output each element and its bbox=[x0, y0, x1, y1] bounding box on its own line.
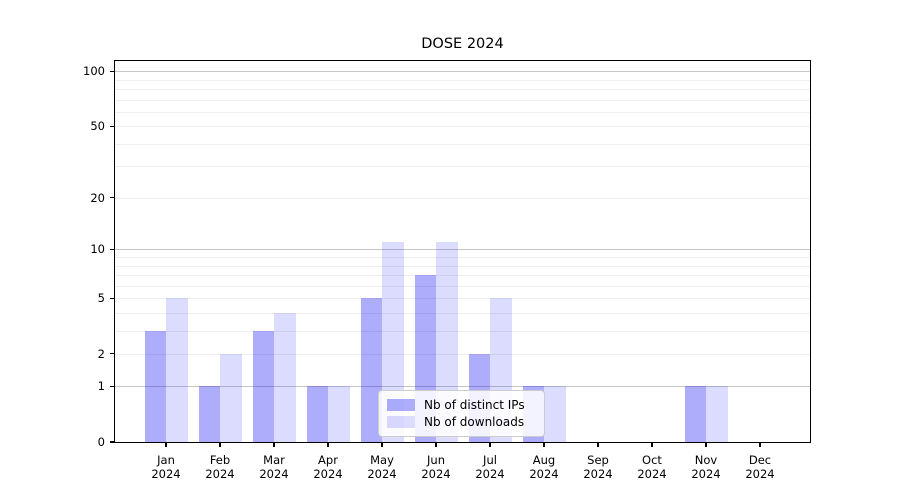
bar-nb-of-distinct-ips-nov bbox=[684, 386, 706, 442]
x-tick-label-apr: Apr 2024 bbox=[313, 453, 343, 481]
bar-nb-of-distinct-ips-jan bbox=[144, 330, 166, 442]
x-tick-mark-sep bbox=[597, 443, 599, 447]
bar-nb-of-downloads-mar bbox=[274, 312, 296, 442]
legend: Nb of distinct IPs Nb of downloads bbox=[378, 390, 545, 437]
legend-label-distinct-ips: Nb of distinct IPs bbox=[424, 397, 525, 412]
bar-nb-of-downloads-apr bbox=[328, 386, 350, 442]
bar-nb-of-distinct-ips-mar bbox=[252, 330, 274, 442]
bar-nb-of-downloads-jan bbox=[166, 298, 188, 442]
legend-swatch-downloads bbox=[387, 416, 415, 429]
x-tick-mark-jul bbox=[489, 443, 491, 447]
gridline-minor-2 bbox=[115, 353, 810, 355]
y-tick-label-0: 0 bbox=[97, 435, 105, 449]
gridline-minor-7 bbox=[115, 275, 810, 277]
x-tick-label-mar: Mar 2024 bbox=[259, 453, 289, 481]
gridline-minor-9 bbox=[115, 257, 810, 259]
bar-nb-of-distinct-ips-feb bbox=[198, 386, 220, 442]
gridline-minor-50 bbox=[115, 126, 810, 128]
gridline-minor-6 bbox=[115, 285, 810, 287]
y-tick-label-100: 100 bbox=[83, 64, 105, 79]
x-tick-mark-may bbox=[381, 443, 383, 447]
gridline-minor-30 bbox=[115, 166, 810, 168]
chart-title: DOSE 2024 bbox=[421, 36, 504, 52]
legend-label-downloads: Nb of downloads bbox=[424, 415, 525, 430]
y-tick-mark-50 bbox=[110, 125, 114, 127]
gridline-minor-8 bbox=[115, 265, 810, 267]
y-tick-label-10: 10 bbox=[90, 242, 105, 257]
x-tick-label-may: May 2024 bbox=[367, 453, 397, 481]
gridline-minor-20 bbox=[115, 197, 810, 199]
y-tick-mark-10 bbox=[110, 248, 114, 251]
y-tick-label-2: 2 bbox=[97, 346, 105, 361]
y-tick-mark-0 bbox=[110, 441, 114, 443]
bar-nb-of-downloads-nov bbox=[706, 386, 728, 442]
x-tick-mark-dec bbox=[759, 443, 761, 447]
x-tick-mark-aug bbox=[543, 443, 545, 447]
x-tick-label-jan: Jan 2024 bbox=[151, 453, 181, 481]
legend-item-distinct-ips: Nb of distinct IPs bbox=[387, 396, 535, 413]
gridline-minor-80 bbox=[115, 89, 810, 91]
gridline-minor-3 bbox=[115, 330, 810, 332]
gridline-minor-4 bbox=[115, 312, 810, 314]
bar-nb-of-distinct-ips-apr bbox=[306, 386, 328, 442]
plot-area: Nb of distinct IPs Nb of downloads bbox=[114, 60, 811, 443]
x-tick-label-jun: Jun 2024 bbox=[421, 453, 451, 481]
x-tick-label-oct: Oct 2024 bbox=[637, 453, 667, 481]
x-tick-mark-jan bbox=[165, 443, 167, 447]
y-tick-mark-20 bbox=[110, 196, 114, 199]
legend-swatch-distinct-ips bbox=[387, 398, 415, 411]
y-tick-mark-5 bbox=[110, 297, 114, 299]
x-tick-label-sep: Sep 2024 bbox=[583, 453, 613, 481]
gridline-minor-90 bbox=[115, 79, 810, 81]
x-tick-mark-feb bbox=[219, 443, 221, 447]
gridline-minor-40 bbox=[115, 143, 810, 145]
y-tick-label-1: 1 bbox=[97, 379, 105, 394]
y-tick-mark-100 bbox=[110, 70, 114, 72]
x-tick-label-jul: Jul 2024 bbox=[475, 453, 505, 481]
x-tick-label-nov: Nov 2024 bbox=[691, 453, 721, 481]
y-tick-mark-2 bbox=[110, 353, 114, 355]
y-tick-label-5: 5 bbox=[97, 291, 105, 306]
x-tick-label-feb: Feb 2024 bbox=[205, 453, 235, 481]
bar-nb-of-downloads-feb bbox=[220, 353, 242, 442]
gridline-minor-5 bbox=[115, 298, 810, 300]
gridline-minor-60 bbox=[115, 111, 810, 113]
gridline-minor-70 bbox=[115, 99, 810, 101]
bar-nb-of-distinct-ips-may bbox=[360, 298, 382, 442]
y-tick-mark-1 bbox=[110, 385, 114, 387]
gridline-major-10 bbox=[115, 249, 810, 251]
x-tick-mark-apr bbox=[327, 443, 329, 447]
x-tick-mark-nov bbox=[705, 443, 707, 447]
y-tick-label-50: 50 bbox=[90, 119, 105, 134]
x-tick-mark-jun bbox=[435, 443, 437, 447]
legend-item-downloads: Nb of downloads bbox=[387, 414, 535, 431]
y-tick-label-20: 20 bbox=[90, 190, 105, 205]
x-tick-label-aug: Aug 2024 bbox=[529, 453, 559, 481]
gridline-major-1 bbox=[115, 386, 810, 388]
x-tick-mark-oct bbox=[651, 443, 653, 447]
gridline-major-100 bbox=[115, 71, 810, 73]
bar-nb-of-downloads-aug bbox=[544, 386, 566, 442]
x-tick-mark-mar bbox=[273, 443, 275, 447]
x-tick-label-dec: Dec 2024 bbox=[745, 453, 775, 481]
